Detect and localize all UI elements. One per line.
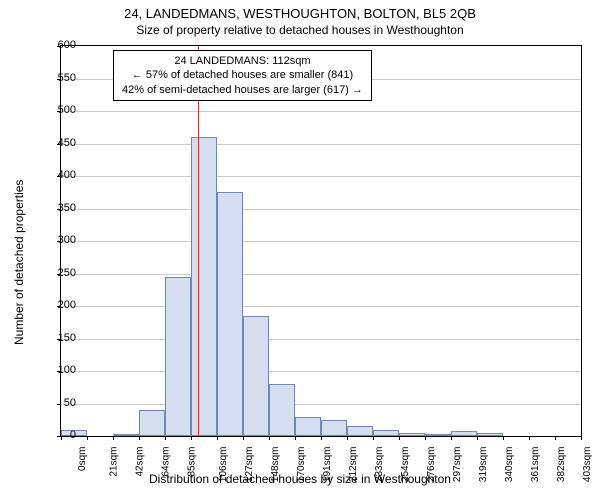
y-axis-label: Number of detached properties [12, 180, 26, 345]
histogram-bar [269, 384, 295, 436]
chart-plot-area: 24 LANDEDMANS: 112sqm ← 57% of detached h… [60, 45, 582, 437]
gridline [61, 176, 581, 177]
y-tick-label: 450 [36, 137, 76, 149]
x-tick-mark [503, 436, 504, 440]
histogram-bar [165, 277, 191, 436]
gridline [61, 306, 581, 307]
x-tick-mark [425, 436, 426, 440]
histogram-bar [139, 410, 165, 436]
x-tick-mark [373, 436, 374, 440]
x-tick-mark [269, 436, 270, 440]
annot-line3: 42% of semi-detached houses are larger (… [122, 84, 363, 96]
reference-line [198, 46, 199, 436]
histogram-bar [321, 420, 347, 436]
annot-line1: 24 LANDEDMANS: 112sqm [174, 55, 310, 67]
gridline [61, 144, 581, 145]
histogram-bar [373, 430, 399, 437]
x-tick-mark [217, 436, 218, 440]
x-tick-mark [581, 436, 582, 440]
y-tick-label: 100 [36, 364, 76, 376]
y-tick-label: 500 [36, 104, 76, 116]
histogram-bar [347, 426, 373, 436]
x-tick-mark [165, 436, 166, 440]
gridline [61, 111, 581, 112]
gridline [61, 209, 581, 210]
y-tick-label: 300 [36, 234, 76, 246]
histogram-bar [113, 434, 139, 436]
page-subtitle: Size of property relative to detached ho… [0, 21, 600, 37]
gridline [61, 274, 581, 275]
y-tick-label: 0 [36, 429, 76, 441]
y-tick-label: 350 [36, 202, 76, 214]
gridline [61, 371, 581, 372]
x-tick-mark [347, 436, 348, 440]
histogram-bar [217, 192, 243, 436]
x-tick-label: 0sqm [77, 447, 88, 471]
x-tick-mark [113, 436, 114, 440]
histogram-bar [451, 431, 477, 436]
x-tick-mark [399, 436, 400, 440]
x-tick-mark [139, 436, 140, 440]
histogram-bar [191, 137, 217, 436]
histogram-bar [477, 433, 503, 436]
x-tick-mark [295, 436, 296, 440]
y-tick-label: 550 [36, 72, 76, 84]
gridline [61, 339, 581, 340]
y-tick-label: 50 [36, 397, 76, 409]
x-tick-mark [477, 436, 478, 440]
gridline [61, 241, 581, 242]
y-tick-label: 600 [36, 39, 76, 51]
y-tick-label: 150 [36, 332, 76, 344]
histogram-bar [295, 417, 321, 437]
x-axis-label: Distribution of detached houses by size … [0, 472, 600, 486]
x-tick-mark [321, 436, 322, 440]
x-tick-mark [191, 436, 192, 440]
y-tick-label: 200 [36, 299, 76, 311]
y-tick-label: 250 [36, 267, 76, 279]
annotation-box: 24 LANDEDMANS: 112sqm ← 57% of detached h… [113, 50, 372, 101]
x-tick-mark [451, 436, 452, 440]
x-tick-mark [529, 436, 530, 440]
x-tick-mark [243, 436, 244, 440]
page-title: 24, LANDEDMANS, WESTHOUGHTON, BOLTON, BL… [0, 0, 600, 21]
histogram-bar [243, 316, 269, 436]
gridline [61, 404, 581, 405]
y-tick-label: 400 [36, 169, 76, 181]
histogram-bar [399, 433, 425, 436]
x-tick-mark [555, 436, 556, 440]
x-tick-mark [87, 436, 88, 440]
histogram-bar [425, 434, 451, 436]
annot-line2: ← 57% of detached houses are smaller (84… [132, 69, 353, 81]
